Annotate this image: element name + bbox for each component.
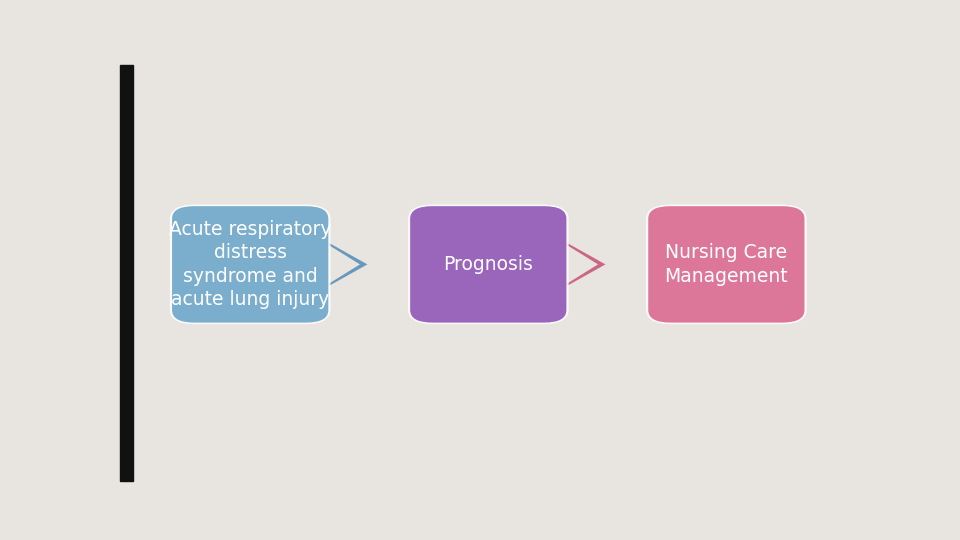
FancyBboxPatch shape: [408, 205, 568, 324]
Polygon shape: [326, 244, 368, 285]
FancyBboxPatch shape: [172, 206, 328, 322]
FancyBboxPatch shape: [648, 206, 804, 322]
Text: Prognosis: Prognosis: [444, 255, 533, 274]
FancyBboxPatch shape: [410, 206, 566, 322]
Text: Nursing Care
Management: Nursing Care Management: [664, 243, 788, 286]
FancyBboxPatch shape: [646, 205, 806, 324]
Polygon shape: [564, 244, 606, 285]
Text: Acute respiratory
distress
syndrome and
acute lung injury: Acute respiratory distress syndrome and …: [169, 220, 331, 309]
FancyBboxPatch shape: [170, 205, 330, 324]
Bar: [120, 65, 133, 481]
